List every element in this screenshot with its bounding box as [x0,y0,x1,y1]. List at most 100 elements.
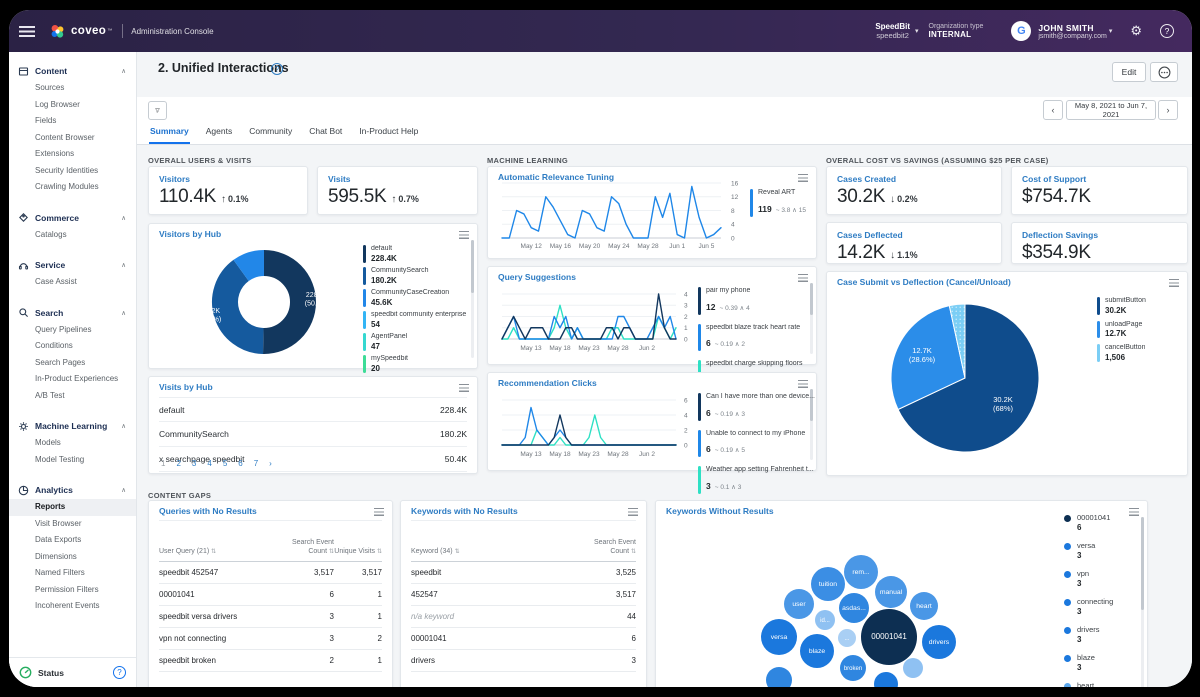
legend-scrollbar[interactable] [810,283,813,354]
sidebar-section-analytics[interactable]: Analytics ∧ [9,481,136,499]
sidebar-item-security-identities[interactable]: Security Identities [35,165,99,175]
next-period-button[interactable]: › [1158,100,1178,120]
status-help-icon[interactable]: ? [113,666,126,679]
page-4[interactable]: 4 [207,459,212,468]
table-row[interactable]: default 228.4K [159,397,467,422]
tab-community[interactable]: Community [249,126,293,136]
legend-entry[interactable]: vpn 3 [1064,569,1144,588]
page-7[interactable]: 7 [253,459,259,468]
table-row[interactable]: CommunitySearch 180.2K [159,422,467,447]
legend-entry[interactable]: cancelButton 1,506 [1097,344,1146,362]
legend-entry[interactable]: Unable to connect to my iPhone 6 ~ 0.19 ∧ … [698,429,815,457]
sidebar-item-extensions[interactable]: Extensions [35,149,75,158]
sidebar-item-dimensions[interactable]: Dimensions [35,551,77,561]
legend-entry[interactable]: 00001041 6 [1064,513,1144,532]
column-header[interactable]: Keyword (34) ⇅ [411,548,460,555]
sidebar-section-content[interactable]: Content ∧ [9,62,136,80]
prev-period-button[interactable]: ‹ [1043,100,1063,120]
more-options-button[interactable] [1150,62,1178,82]
card-menu-icon[interactable] [1129,508,1139,516]
sidebar-item-named-filters[interactable]: Named Filters [35,568,85,577]
sidebar-item-sources[interactable]: Sources [35,83,65,92]
date-range-button[interactable]: May 8, 2021 to Jun 7, 2021 [1066,100,1156,120]
legend-entry[interactable]: Can I have more than one device... 6 ~ 0.1… [698,393,815,421]
card-menu-icon[interactable] [459,231,469,239]
sidebar-item-content-browser[interactable]: Content Browser [35,132,95,142]
tab-chat-bot[interactable]: Chat Bot [309,126,343,136]
card-menu-icon[interactable] [628,508,638,516]
legend-scrollbar[interactable] [471,240,474,358]
table-row[interactable]: 00001041 6 [411,628,636,650]
sidebar-item-crawling-modules[interactable]: Crawling Modules [35,182,99,191]
sort-icon[interactable]: ⇅ [328,549,334,555]
card-menu-icon[interactable] [459,384,469,392]
table-row[interactable]: drivers 3 [411,650,636,672]
chevron-up-icon[interactable]: ∧ [121,423,126,430]
next-page-button[interactable]: › [269,459,272,468]
gear-icon[interactable]: ⚙ [1130,23,1142,38]
legend-entry[interactable]: AgentPanel 47 [363,333,466,351]
sidebar-section-search[interactable]: Search ∧ [9,304,136,322]
hamburger-menu-icon[interactable] [19,25,35,37]
table-row[interactable]: 00001041 6 1 [159,584,382,606]
legend-entry[interactable]: mySpeedbit 20 [363,355,466,373]
legend-entry[interactable]: Weather app setting Fahrenheit t... 3 ~ 0.… [698,466,815,494]
table-row[interactable]: vpn not connecting 3 2 [159,628,382,650]
sidebar-item-in-product-experiences[interactable]: In-Product Experiences [35,374,119,383]
page-help-icon[interactable]: ? [271,63,283,75]
card-menu-icon[interactable] [798,174,808,182]
legend-entry[interactable]: connecting 3 [1064,597,1144,616]
sort-icon[interactable]: ⇅ [630,549,636,555]
chevron-up-icon[interactable]: ∧ [121,214,126,222]
legend-scrollbar[interactable] [1141,517,1144,687]
page-2[interactable]: 2 [176,459,181,468]
legend-entry[interactable]: CommunitySearch 180.2K [363,267,466,285]
sidebar-item-case-assist[interactable]: Case Assist [35,277,77,286]
column-header[interactable]: User Query (21) ⇅ [159,548,217,555]
table-row[interactable]: speedbit broken 2 1 [159,650,382,672]
sidebar-item-models[interactable]: Models [35,438,61,447]
legend-entry[interactable]: blaze 3 [1064,653,1144,672]
legend-entry[interactable]: Reveal ART 119 ~ 3.8 ∧ 15 [750,189,806,217]
chevron-up-icon[interactable]: ∧ [121,487,126,494]
sidebar-section-service[interactable]: Service ∧ [9,256,136,274]
sidebar-item-conditions[interactable]: Conditions [35,341,73,350]
sort-icon[interactable]: ⇅ [211,549,217,555]
page-5[interactable]: 5 [222,459,228,468]
page-3[interactable]: 3 [191,459,197,468]
sort-icon[interactable]: ⇅ [454,549,460,555]
table-row[interactable]: speedbit 452547 3,517 3,517 [159,562,382,584]
card-menu-icon[interactable] [798,380,808,388]
sidebar-section-machine-learning[interactable]: Machine Learning ∧ [9,417,136,435]
card-menu-icon[interactable] [1169,279,1179,287]
tab-agents[interactable]: Agents [205,126,233,136]
filters-button[interactable] [148,101,167,120]
table-row[interactable]: speedbit 3,525 [411,562,636,584]
chevron-up-icon[interactable]: ∧ [121,309,126,317]
table-row[interactable]: speedbit versa drivers 3 1 [159,606,382,628]
user-menu[interactable]: JOHN SMITH jsmith@company.com [1038,23,1106,40]
sidebar-item-query-pipelines[interactable]: Query Pipelines [35,324,92,334]
sidebar-item-fields[interactable]: Fields [35,116,57,125]
org-switcher[interactable]: SpeedBit speedbit2 [875,22,910,40]
legend-entry[interactable]: CommunityCaseCreation 45.6K [363,289,466,307]
legend-entry[interactable]: versa 3 [1064,541,1144,560]
sidebar-item-reports[interactable]: Reports [9,499,136,516]
tab-summary[interactable]: Summary [149,122,190,144]
card-menu-icon[interactable] [798,274,808,282]
legend-entry[interactable]: heart2 [1064,681,1144,687]
help-icon[interactable]: ? [1160,24,1174,38]
page-6[interactable]: 6 [238,459,243,468]
legend-entry[interactable]: speedbit community enterprise 54 [363,311,466,329]
status-bar[interactable]: Status ? [9,657,136,687]
column-header[interactable]: Search Event Count ⇅ [291,539,334,555]
page-1[interactable]: 1 [161,459,166,468]
sort-icon[interactable]: ⇅ [376,549,382,555]
sidebar-item-visit-browser[interactable]: Visit Browser [35,518,82,528]
user-avatar[interactable]: G [1011,21,1032,41]
legend-scrollbar[interactable] [810,389,813,460]
edit-button[interactable]: Edit [1112,62,1146,82]
sidebar-item-catalogs[interactable]: Catalogs [35,229,67,239]
legend-entry[interactable]: unloadPage 12.7K [1097,320,1146,338]
chevron-up-icon[interactable]: ∧ [121,262,126,269]
